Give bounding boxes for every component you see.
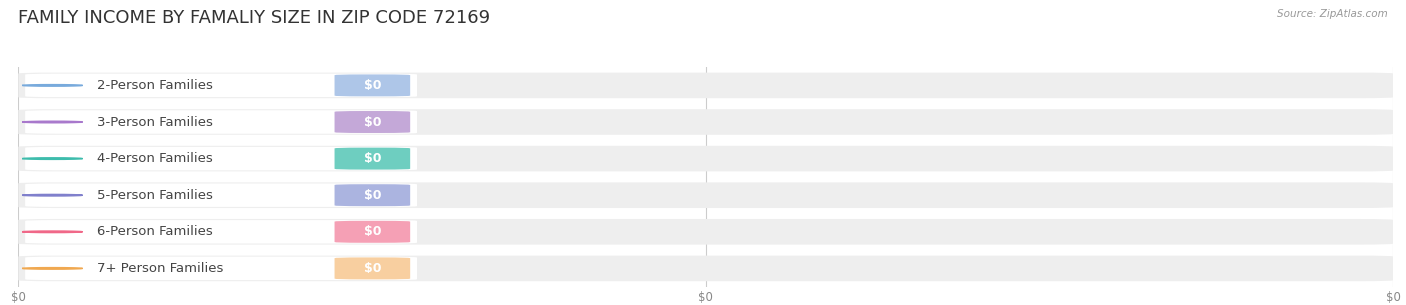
Text: 2-Person Families: 2-Person Families (97, 79, 212, 92)
Text: Source: ZipAtlas.com: Source: ZipAtlas.com (1277, 9, 1388, 19)
Text: 5-Person Families: 5-Person Families (97, 189, 212, 202)
FancyBboxPatch shape (335, 221, 411, 243)
FancyBboxPatch shape (18, 109, 1393, 135)
Text: $0: $0 (364, 116, 381, 128)
Circle shape (22, 84, 83, 86)
Text: 6-Person Families: 6-Person Families (97, 225, 212, 238)
FancyBboxPatch shape (25, 220, 418, 243)
FancyBboxPatch shape (335, 111, 411, 133)
Text: $0: $0 (364, 152, 381, 165)
FancyBboxPatch shape (18, 146, 1393, 171)
FancyBboxPatch shape (335, 148, 411, 170)
FancyBboxPatch shape (18, 73, 1393, 98)
FancyBboxPatch shape (25, 184, 418, 207)
FancyBboxPatch shape (25, 147, 418, 170)
Text: $0: $0 (364, 262, 381, 275)
Text: $0: $0 (364, 79, 381, 92)
Text: 3-Person Families: 3-Person Families (97, 116, 212, 128)
Text: $0: $0 (364, 189, 381, 202)
FancyBboxPatch shape (25, 74, 418, 97)
FancyBboxPatch shape (335, 184, 411, 206)
FancyBboxPatch shape (25, 110, 418, 134)
FancyBboxPatch shape (25, 257, 418, 280)
FancyBboxPatch shape (18, 219, 1393, 245)
FancyBboxPatch shape (335, 257, 411, 279)
Circle shape (22, 267, 83, 269)
Text: FAMILY INCOME BY FAMALIY SIZE IN ZIP CODE 72169: FAMILY INCOME BY FAMALIY SIZE IN ZIP COD… (18, 9, 491, 27)
FancyBboxPatch shape (18, 182, 1393, 208)
FancyBboxPatch shape (18, 256, 1393, 281)
Text: 4-Person Families: 4-Person Families (97, 152, 212, 165)
Text: $0: $0 (364, 225, 381, 238)
Circle shape (22, 231, 83, 233)
Circle shape (22, 121, 83, 123)
Text: 7+ Person Families: 7+ Person Families (97, 262, 224, 275)
Circle shape (22, 158, 83, 160)
Circle shape (22, 194, 83, 196)
FancyBboxPatch shape (335, 74, 411, 96)
